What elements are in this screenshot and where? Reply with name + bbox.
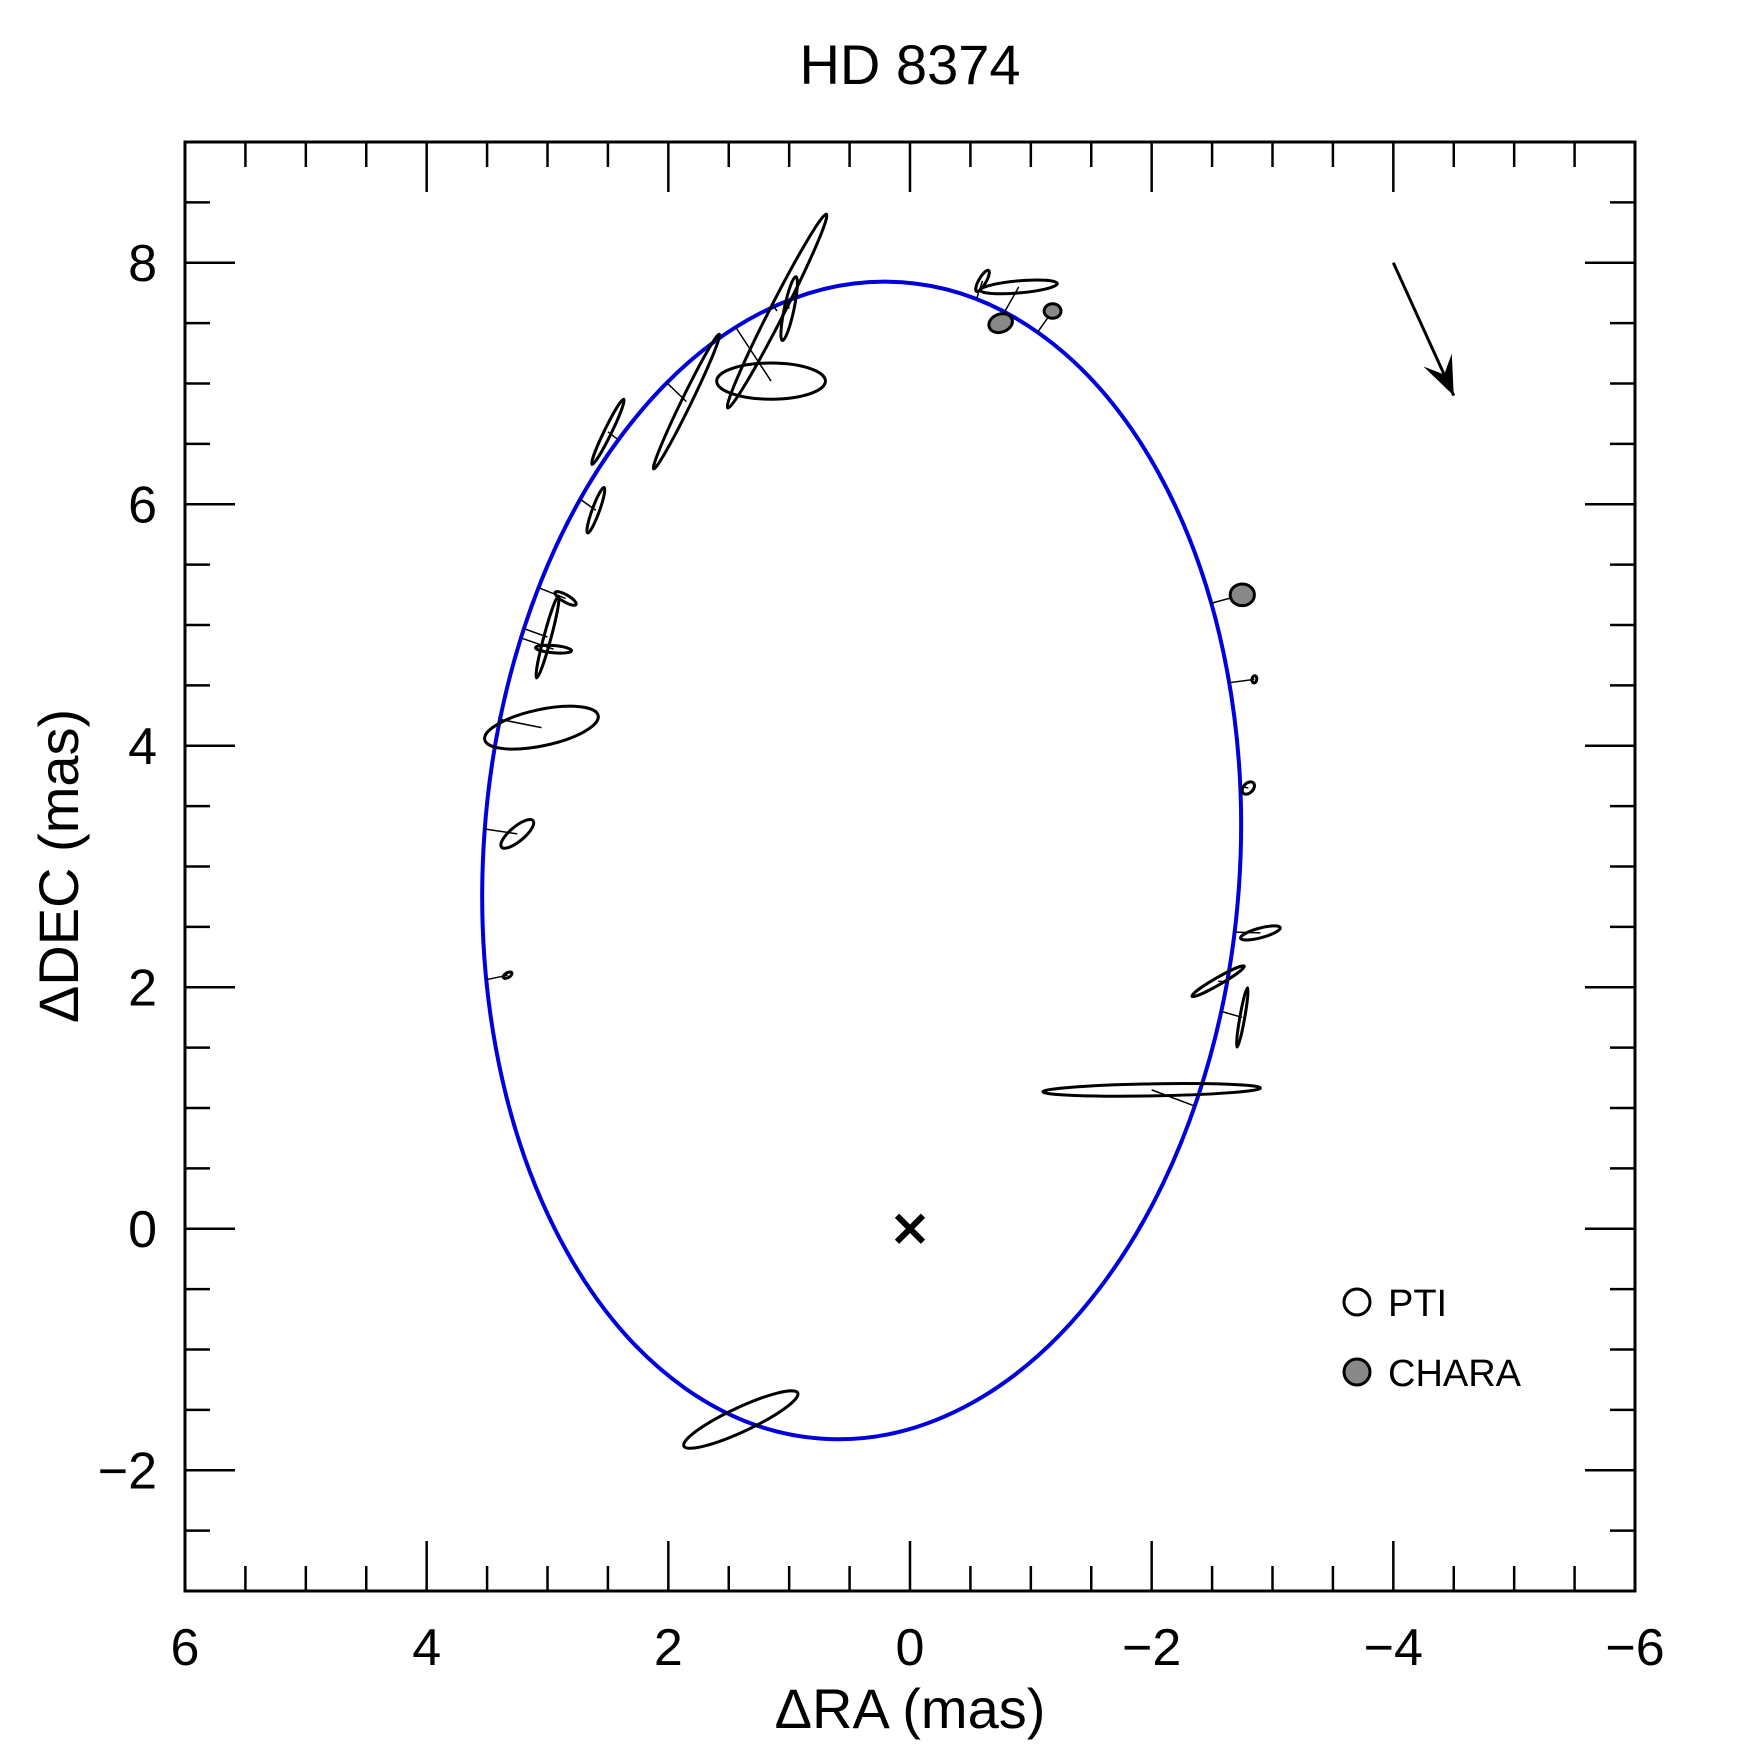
x-tick-label: 4	[412, 1619, 441, 1677]
residual-line	[538, 587, 566, 600]
y-tick-label: 6	[128, 476, 157, 534]
chara-point	[1042, 302, 1063, 320]
residual-line	[1151, 1089, 1196, 1107]
pti-point	[651, 332, 722, 471]
y-axis-label: ΔDEC (mas)	[27, 709, 90, 1023]
x-tick-labels: 6 4 2 0 −2 −4 −6	[171, 1619, 1665, 1677]
legend-item-chara: CHARA	[1342, 1353, 1522, 1395]
x-tick-label: 6	[171, 1619, 200, 1677]
legend-chara-label: CHARA	[1388, 1353, 1522, 1395]
pti-point	[533, 643, 574, 655]
legend-chara-marker	[1342, 1357, 1372, 1387]
arrow-head	[1423, 353, 1454, 396]
pti-point	[483, 704, 600, 751]
x-axis-label: ΔRA (mas)	[775, 1677, 1046, 1740]
y-tick-label: 4	[128, 718, 157, 776]
pti-point	[1190, 964, 1246, 999]
y-tick-label: −2	[98, 1442, 157, 1500]
residual-line	[1229, 678, 1255, 684]
chara-point	[1228, 582, 1256, 608]
pti-point	[715, 361, 827, 401]
pti-point	[1041, 1082, 1262, 1098]
y-tick-label: 2	[128, 959, 157, 1017]
y-tick-label: 8	[128, 235, 157, 293]
pti-point	[682, 1389, 800, 1450]
pti-point	[553, 590, 578, 607]
residual-line	[773, 306, 778, 312]
chart-title: HD 8374	[799, 33, 1020, 96]
chara-point	[987, 312, 1014, 335]
pti-point	[590, 397, 626, 466]
pti-point	[974, 268, 991, 293]
pti-point	[499, 818, 536, 850]
x-tick-label: −2	[1122, 1619, 1181, 1677]
x-tick-label: 0	[896, 1619, 925, 1677]
pti-point	[1239, 924, 1282, 942]
x-tick-label: −4	[1364, 1619, 1423, 1677]
orbit-ellipse	[480, 279, 1244, 1442]
legend: PTI CHARA	[1342, 1283, 1522, 1395]
legend-pti-marker	[1342, 1287, 1372, 1317]
legend-item-pti: PTI	[1342, 1283, 1447, 1325]
pti-point	[1250, 674, 1259, 685]
residual-line	[484, 828, 518, 835]
y-tick-labels: −2 0 2 4 6 8	[98, 235, 157, 1501]
primary-x-stroke	[894, 1213, 926, 1244]
residual-line	[735, 326, 772, 382]
pti-point	[585, 486, 607, 535]
chara-series	[987, 302, 1256, 608]
pti-point	[501, 970, 514, 980]
y-tick-label: 0	[128, 1201, 157, 1259]
residual-line	[1003, 286, 1020, 313]
pti-point	[1235, 986, 1250, 1049]
x-tick-label: −6	[1605, 1619, 1664, 1677]
pti-point	[534, 594, 561, 680]
x-tick-label: 2	[654, 1619, 683, 1677]
arrow-shaft	[1391, 262, 1456, 397]
pti-point	[779, 275, 799, 343]
primary-star-marker	[894, 1213, 926, 1244]
motion-direction-arrow	[1391, 262, 1456, 397]
legend-pti-label: PTI	[1388, 1283, 1447, 1325]
pti-series	[483, 212, 1282, 1450]
axis-ticks	[183, 140, 1637, 1593]
pti-point	[1240, 780, 1256, 796]
